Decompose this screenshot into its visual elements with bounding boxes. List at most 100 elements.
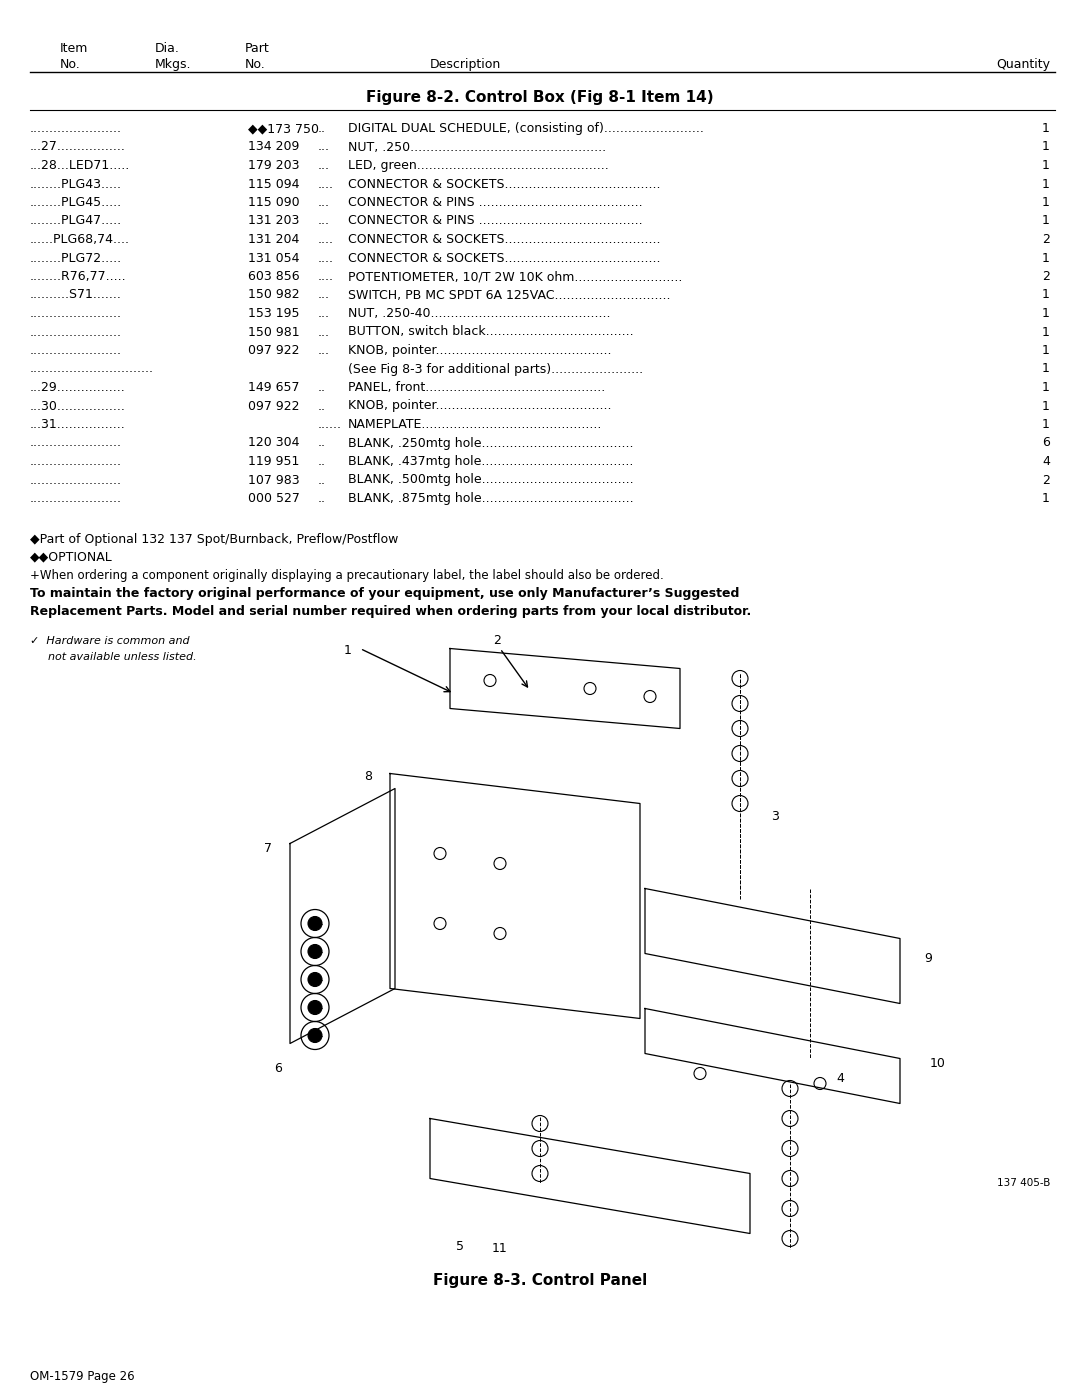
Text: 4: 4	[1042, 455, 1050, 468]
Text: 107 983: 107 983	[248, 474, 299, 486]
Text: ...27.................: ...27.................	[30, 141, 126, 154]
Text: 6: 6	[1042, 436, 1050, 450]
Text: .......................: .......................	[30, 326, 122, 338]
Text: 1: 1	[1042, 362, 1050, 376]
Text: 097 922: 097 922	[248, 400, 299, 412]
Circle shape	[308, 1000, 322, 1014]
Text: 134 209: 134 209	[248, 141, 299, 154]
Text: .......................: .......................	[30, 436, 122, 450]
Text: ...30.................: ...30.................	[30, 400, 126, 412]
Text: ........PLG72.....: ........PLG72.....	[30, 251, 122, 264]
Text: To maintain the factory original performance of your equipment, use only Manufac: To maintain the factory original perform…	[30, 587, 740, 599]
Text: ......: ......	[318, 418, 342, 432]
Text: ...: ...	[318, 344, 330, 358]
Text: 179 203: 179 203	[248, 159, 299, 172]
Text: ..: ..	[318, 492, 326, 504]
Circle shape	[308, 916, 322, 930]
Text: ......PLG68,74....: ......PLG68,74....	[30, 233, 130, 246]
Text: ..: ..	[318, 122, 326, 136]
Text: No.: No.	[60, 59, 81, 71]
Text: 4: 4	[836, 1071, 843, 1085]
Text: 2: 2	[1042, 233, 1050, 246]
Text: DIGITAL DUAL SCHEDULE, (consisting of).........................: DIGITAL DUAL SCHEDULE, (consisting of)..…	[348, 122, 704, 136]
Text: ..: ..	[318, 455, 326, 468]
Text: 2: 2	[1042, 474, 1050, 486]
Text: ...............................: ...............................	[30, 362, 154, 376]
Text: ..: ..	[318, 474, 326, 486]
Text: Figure 8-2. Control Box (Fig 8-1 Item 14): Figure 8-2. Control Box (Fig 8-1 Item 14…	[366, 89, 714, 105]
Text: 097 922: 097 922	[248, 344, 299, 358]
Text: 11: 11	[492, 1242, 508, 1255]
Text: 150 982: 150 982	[248, 289, 299, 302]
Text: .......................: .......................	[30, 455, 122, 468]
Text: 1: 1	[345, 644, 352, 657]
Text: 603 856: 603 856	[248, 270, 299, 284]
Text: BLANK, .437mtg hole......................................: BLANK, .437mtg hole.....................…	[348, 455, 633, 468]
Text: 131 204: 131 204	[248, 233, 299, 246]
Text: 2: 2	[494, 634, 501, 647]
Text: ........PLG43.....: ........PLG43.....	[30, 177, 122, 190]
Text: ◆◆173 750: ◆◆173 750	[248, 122, 319, 136]
Text: 10: 10	[930, 1058, 946, 1070]
Text: ◆◆OPTIONAL: ◆◆OPTIONAL	[30, 550, 112, 563]
Text: ..........S71.......: ..........S71.......	[30, 289, 122, 302]
Text: Item: Item	[60, 42, 89, 54]
Circle shape	[308, 972, 322, 986]
Text: .......................: .......................	[30, 122, 122, 136]
Text: 149 657: 149 657	[248, 381, 299, 394]
Text: LED, green................................................: LED, green..............................…	[348, 159, 609, 172]
Text: 150 981: 150 981	[248, 326, 299, 338]
Text: CONNECTOR & PINS .........................................: CONNECTOR & PINS .......................…	[348, 215, 643, 228]
Text: 1: 1	[1042, 381, 1050, 394]
Text: 8: 8	[364, 770, 372, 782]
Text: 1: 1	[1042, 141, 1050, 154]
Text: ...: ...	[318, 215, 330, 228]
Text: (See Fig 8-3 for additional parts).......................: (See Fig 8-3 for additional parts)......…	[348, 362, 643, 376]
Text: Part: Part	[245, 42, 270, 54]
Text: ....: ....	[318, 177, 334, 190]
Text: 000 527: 000 527	[248, 492, 300, 504]
Text: Figure 8-3. Control Panel: Figure 8-3. Control Panel	[433, 1274, 647, 1288]
Text: ...29.................: ...29.................	[30, 381, 125, 394]
Text: 131 054: 131 054	[248, 251, 299, 264]
Text: .......................: .......................	[30, 307, 122, 320]
Text: Dia.: Dia.	[156, 42, 180, 54]
Text: BUTTON, switch black.....................................: BUTTON, switch black....................…	[348, 326, 634, 338]
Text: ....: ....	[318, 270, 334, 284]
Text: ........PLG47.....: ........PLG47.....	[30, 215, 122, 228]
Text: ..: ..	[318, 381, 326, 394]
Text: 9: 9	[924, 951, 932, 965]
Text: ....: ....	[318, 233, 334, 246]
Text: NUT, .250.................................................: NUT, .250...............................…	[348, 141, 606, 154]
Text: ...: ...	[318, 289, 330, 302]
Text: 1: 1	[1042, 289, 1050, 302]
Text: ...: ...	[318, 141, 330, 154]
Text: 1: 1	[1042, 159, 1050, 172]
Text: Description: Description	[430, 59, 501, 71]
Text: 1: 1	[1042, 326, 1050, 338]
Text: PANEL, front.............................................: PANEL, front............................…	[348, 381, 605, 394]
Text: ...31.................: ...31.................	[30, 418, 125, 432]
Text: No.: No.	[245, 59, 266, 71]
Text: OM-1579 Page 26: OM-1579 Page 26	[30, 1370, 135, 1383]
Text: .......................: .......................	[30, 344, 122, 358]
Text: BLANK, .875mtg hole......................................: BLANK, .875mtg hole.....................…	[348, 492, 634, 504]
Text: 131 203: 131 203	[248, 215, 299, 228]
Text: ..: ..	[318, 436, 326, 450]
Text: NUT, .250-40.............................................: NUT, .250-40............................…	[348, 307, 610, 320]
Text: ..: ..	[318, 400, 326, 412]
Text: POTENTIOMETER, 10/T 2W 10K ohm...........................: POTENTIOMETER, 10/T 2W 10K ohm..........…	[348, 270, 683, 284]
Text: 1: 1	[1042, 307, 1050, 320]
Text: 1: 1	[1042, 492, 1050, 504]
Text: 120 304: 120 304	[248, 436, 299, 450]
Text: 115 090: 115 090	[248, 196, 299, 210]
Text: 1: 1	[1042, 177, 1050, 190]
Text: 3: 3	[771, 810, 779, 823]
Text: +When ordering a component originally displaying a precautionary label, the labe: +When ordering a component originally di…	[30, 569, 664, 581]
Text: 115 094: 115 094	[248, 177, 299, 190]
Text: BLANK, .250mtg hole......................................: BLANK, .250mtg hole.....................…	[348, 436, 634, 450]
Text: 1: 1	[1042, 344, 1050, 358]
Text: KNOB, pointer............................................: KNOB, pointer...........................…	[348, 400, 611, 412]
Text: not available unless listed.: not available unless listed.	[48, 652, 197, 662]
Text: 2: 2	[1042, 270, 1050, 284]
